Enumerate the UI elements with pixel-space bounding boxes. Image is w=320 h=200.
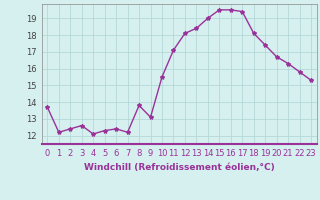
X-axis label: Windchill (Refroidissement éolien,°C): Windchill (Refroidissement éolien,°C): [84, 163, 275, 172]
